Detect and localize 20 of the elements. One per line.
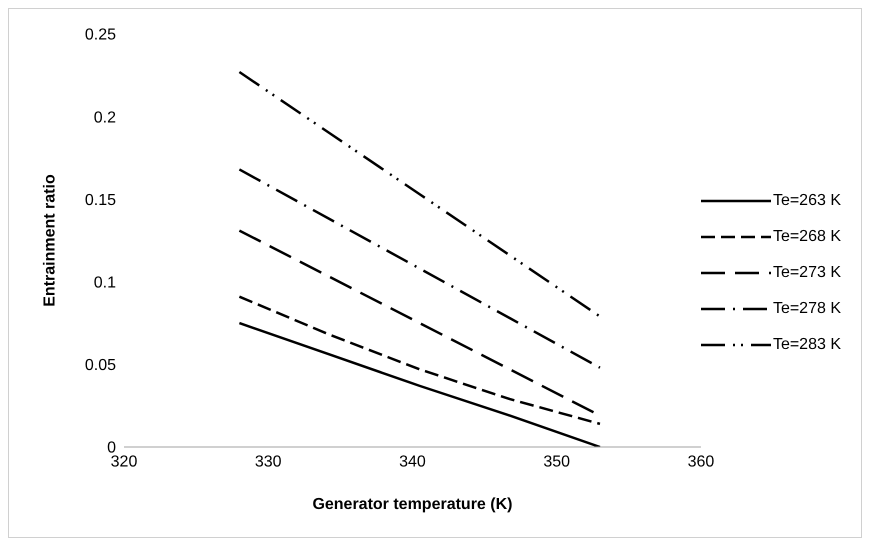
line-series xyxy=(238,168,602,369)
legend-label: Te=283 K xyxy=(772,336,841,354)
x-tick-label: 330 xyxy=(254,453,282,470)
y-tick-label: 0.25 xyxy=(84,26,116,44)
line-series xyxy=(238,295,602,426)
line-series xyxy=(238,70,602,318)
legend-label: Te=268 K xyxy=(772,228,841,246)
legend-label: Te=263 K xyxy=(772,192,841,210)
legend-label: Te=273 K xyxy=(772,264,841,282)
y-tick-label: 0.2 xyxy=(94,109,116,126)
y-axis-title: Entrainment ratio xyxy=(42,174,59,307)
y-tick-label: 0.05 xyxy=(84,357,116,374)
line-series xyxy=(238,322,602,447)
x-tick-label: 340 xyxy=(399,453,426,470)
y-tick-label: 0.15 xyxy=(84,192,116,209)
y-tick-label: 0.1 xyxy=(94,274,116,292)
legend-label: Te=278 K xyxy=(772,300,841,318)
x-tick-label: 350 xyxy=(543,453,570,470)
x-tick-label: 360 xyxy=(688,453,714,470)
x-axis-title: Generator temperature (K) xyxy=(312,496,512,513)
